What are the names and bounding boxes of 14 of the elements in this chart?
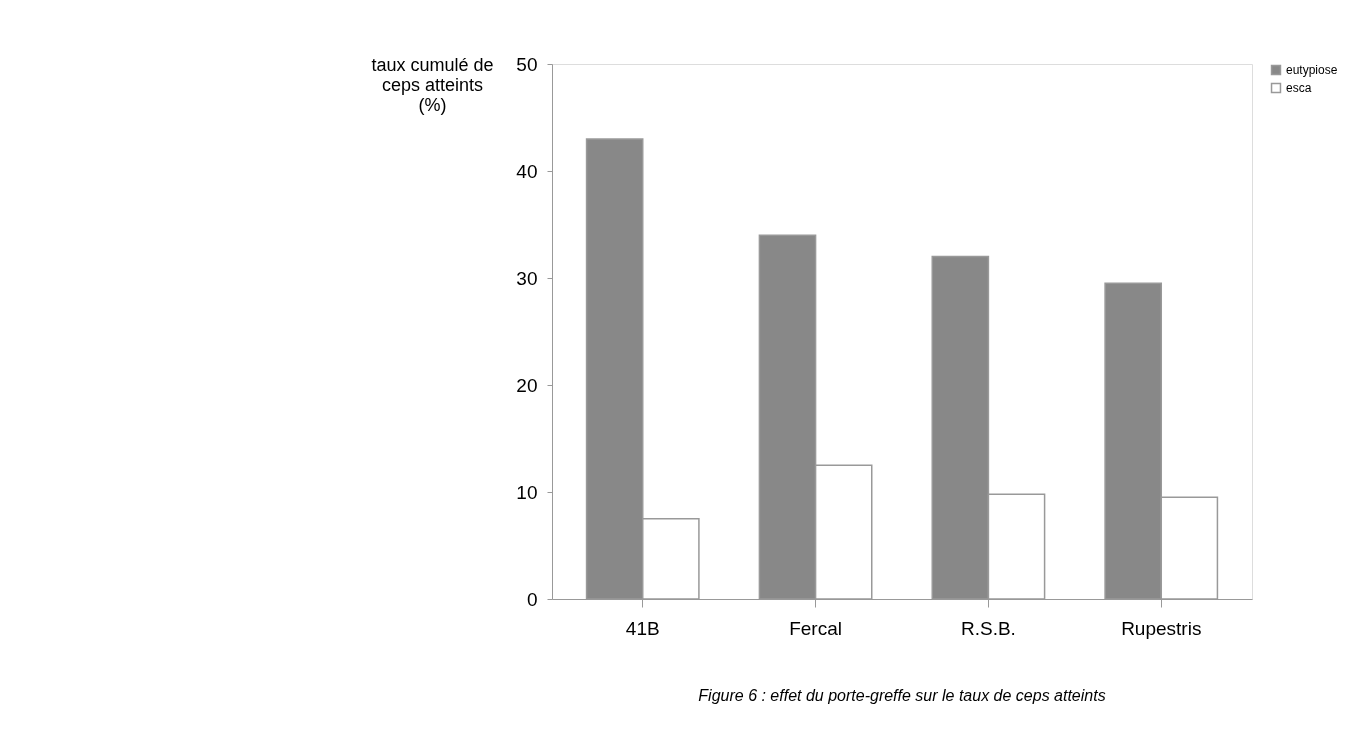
legend-label: eutypiose xyxy=(1286,63,1338,77)
y-axis-title: taux cumulé de ceps atteints (%) xyxy=(371,54,494,115)
y-tick-label: 30 xyxy=(516,267,538,289)
y-tick-label: 10 xyxy=(516,481,538,503)
x-tick-label: Fercal xyxy=(789,617,842,639)
y-tick-label: 0 xyxy=(526,588,538,610)
x-tick-label: 41B xyxy=(625,617,660,639)
y-tick-label: 50 xyxy=(516,53,538,75)
legend-label: esca xyxy=(1286,81,1312,95)
caption: Figure 6 : effet du porte-greffe sur le taux de ceps atteints xyxy=(698,687,1106,704)
x-tick-label: R.S.B. xyxy=(960,617,1016,639)
y-tick-label: 20 xyxy=(516,374,538,396)
y-tick-label: 40 xyxy=(516,160,538,182)
x-tick-label: Rupestris xyxy=(1121,617,1202,639)
